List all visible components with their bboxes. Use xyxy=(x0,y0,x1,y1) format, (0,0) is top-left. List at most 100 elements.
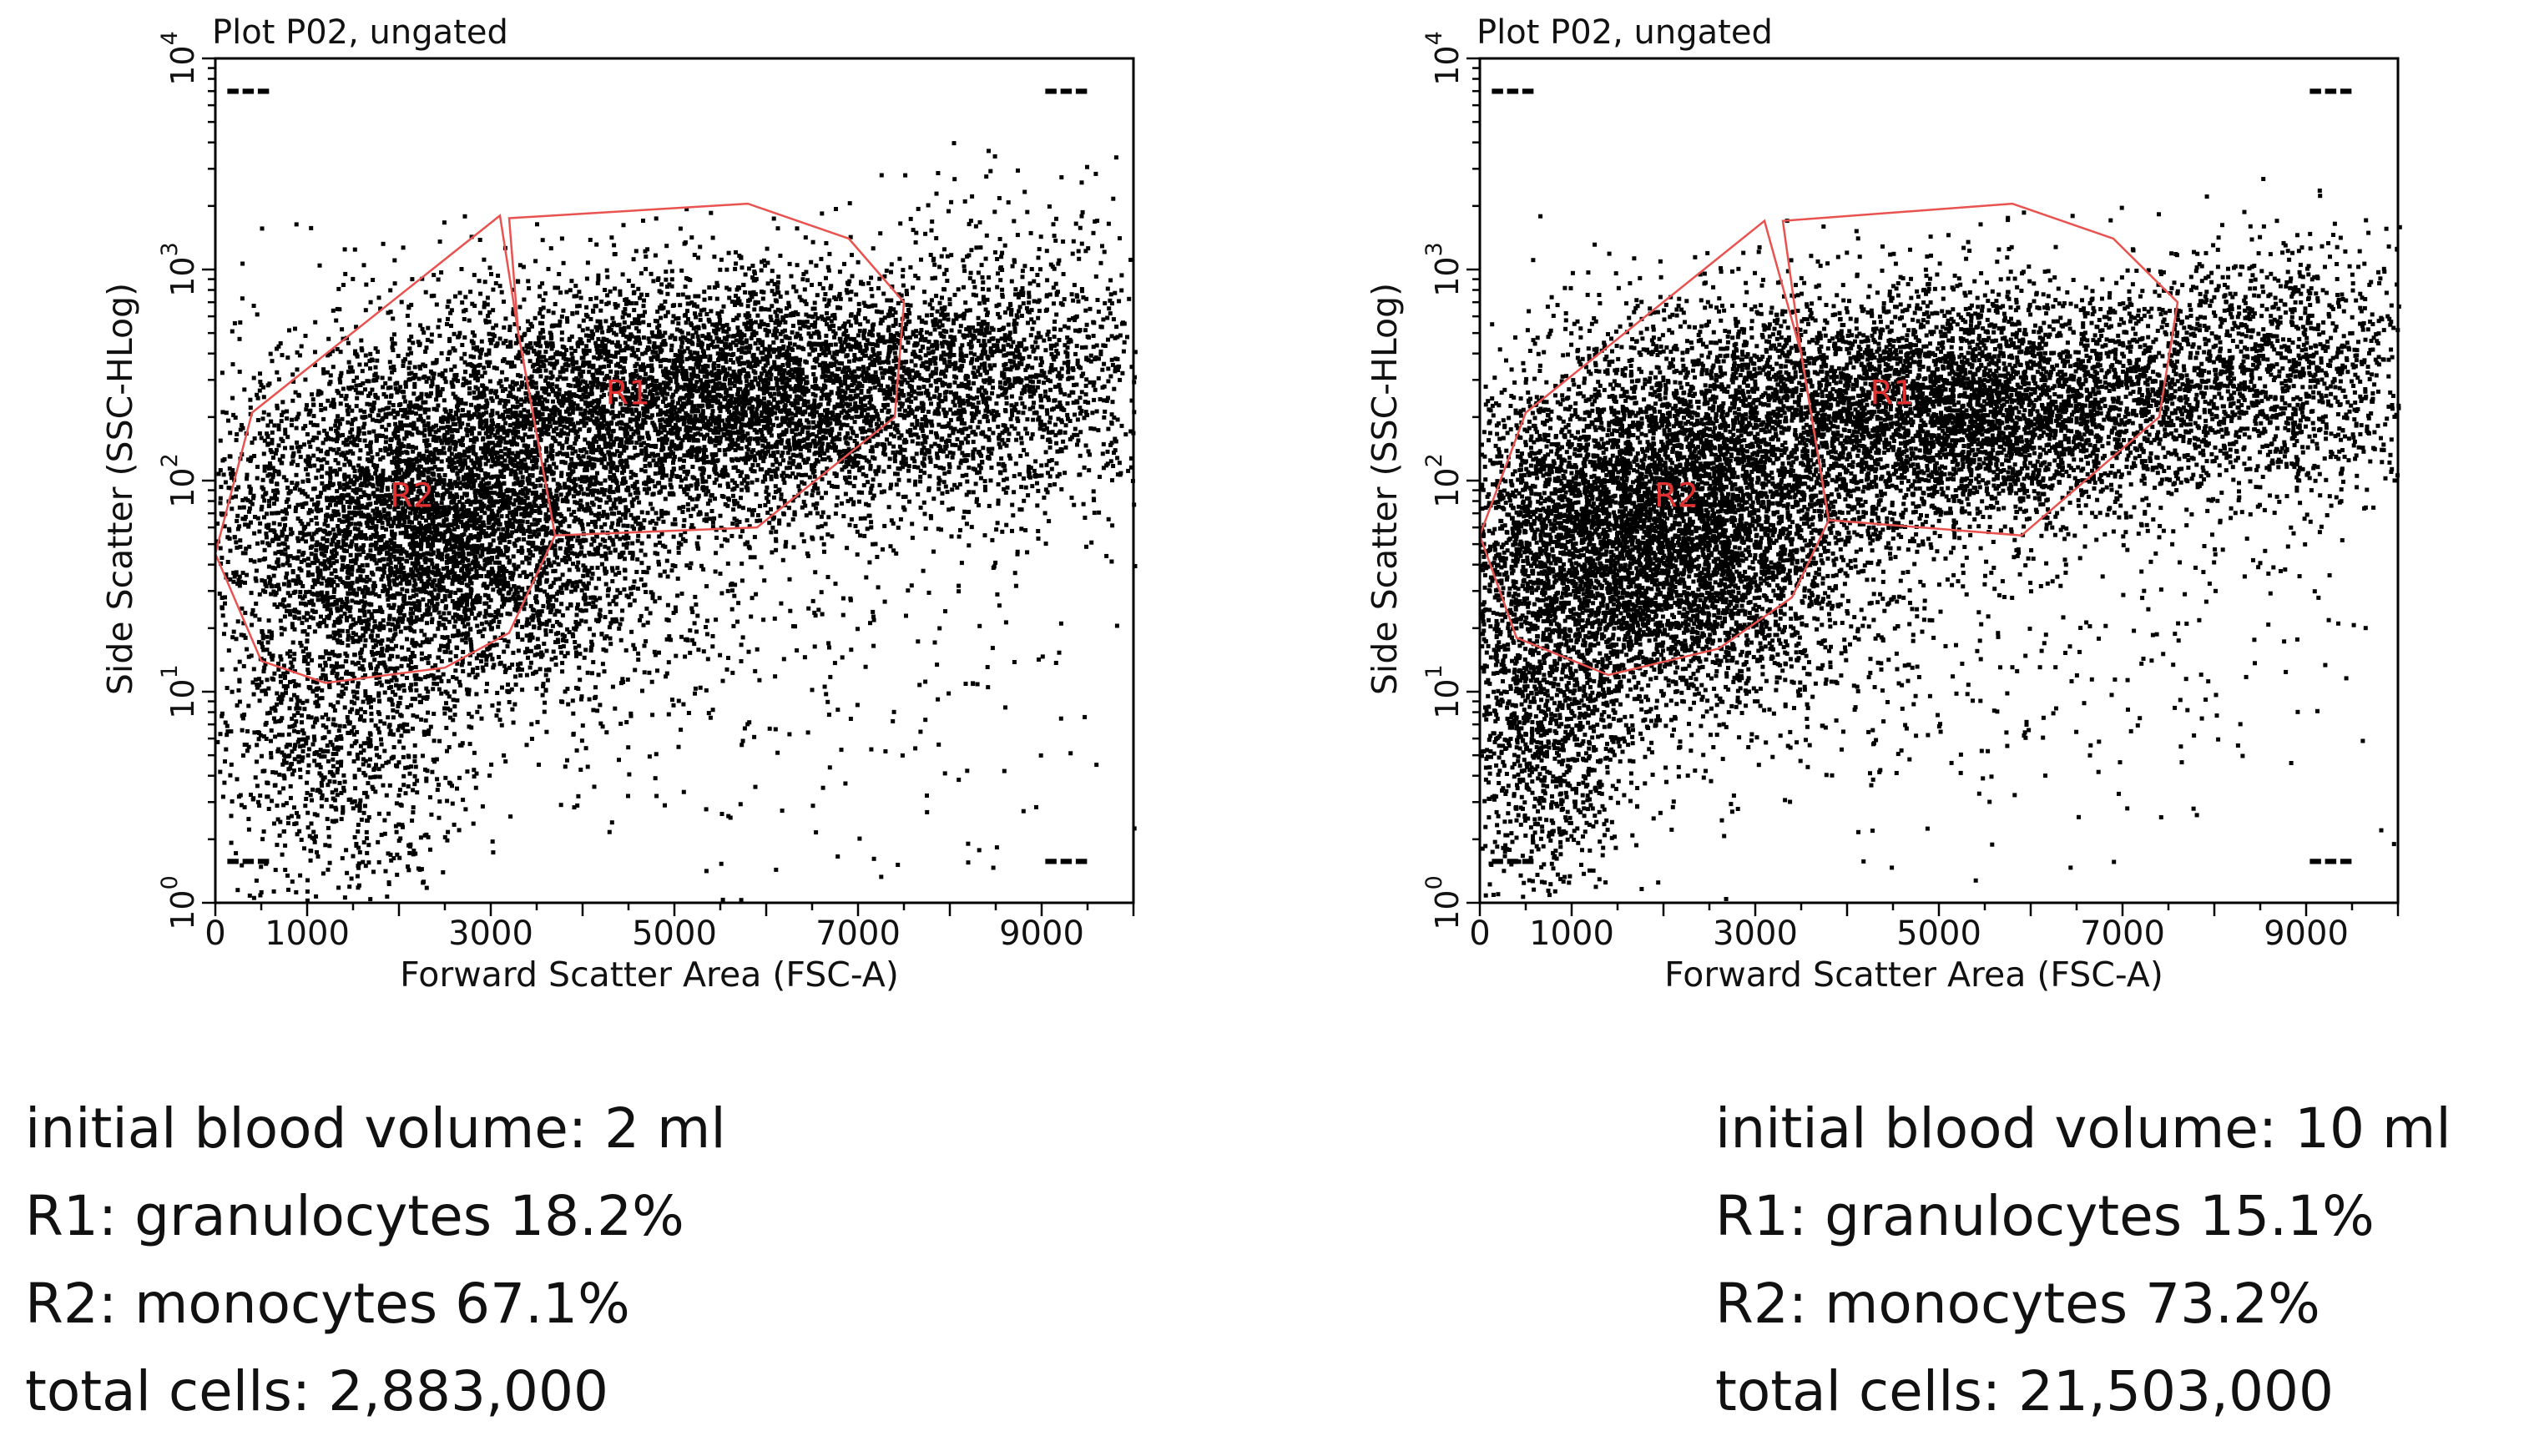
event-dot xyxy=(261,410,266,415)
event-dot xyxy=(332,547,337,552)
event-dot xyxy=(326,336,331,341)
event-dot xyxy=(421,362,426,367)
event-dot xyxy=(455,525,460,530)
event-dot xyxy=(357,577,362,582)
event-dot xyxy=(781,657,786,662)
event-dot xyxy=(300,502,305,507)
event-dot xyxy=(326,749,331,753)
event-dot xyxy=(657,650,661,655)
event-dot xyxy=(484,547,488,552)
event-dot xyxy=(327,779,332,783)
event-dot xyxy=(455,471,460,476)
event-dot xyxy=(351,481,356,486)
event-dot xyxy=(364,282,369,287)
event-dot xyxy=(374,467,379,472)
event-dot xyxy=(475,709,480,714)
event-dot xyxy=(401,475,406,480)
event-dot xyxy=(366,393,371,398)
event-dot xyxy=(442,611,447,616)
event-dot xyxy=(378,473,383,478)
event-dot xyxy=(432,472,437,477)
event-dot xyxy=(476,598,481,603)
event-dot xyxy=(525,617,530,622)
event-dot xyxy=(377,497,382,502)
event-dot xyxy=(423,400,428,405)
event-dot xyxy=(545,469,549,474)
event-dot xyxy=(563,550,568,555)
event-dot xyxy=(496,526,501,532)
event-dot xyxy=(475,512,479,516)
event-dot xyxy=(419,532,423,537)
event-dot xyxy=(422,493,427,498)
event-dot xyxy=(502,429,507,434)
event-dot xyxy=(281,582,286,587)
event-dot xyxy=(376,494,381,499)
event-dot xyxy=(569,551,574,556)
event-dot xyxy=(335,608,340,613)
event-dot xyxy=(527,622,532,626)
event-dot xyxy=(345,518,350,523)
event-dot xyxy=(220,556,225,560)
event-dot xyxy=(401,597,406,602)
event-dot xyxy=(545,678,550,683)
event-dot xyxy=(442,520,447,525)
event-dot xyxy=(433,526,438,531)
event-dot xyxy=(388,666,393,671)
event-dot xyxy=(347,530,352,535)
event-dot xyxy=(553,655,558,660)
event-dot xyxy=(544,406,548,411)
event-dot xyxy=(219,562,224,566)
event-dot xyxy=(610,538,615,543)
event-dot xyxy=(487,520,492,524)
event-dot xyxy=(482,601,487,606)
event-dot xyxy=(558,577,563,582)
event-dot xyxy=(664,558,669,563)
event-dot xyxy=(405,314,410,318)
event-dot xyxy=(495,584,500,588)
event-dot xyxy=(338,577,343,582)
event-dot xyxy=(511,491,516,496)
event-dot xyxy=(460,549,465,554)
event-dot xyxy=(534,686,539,691)
event-dot xyxy=(565,651,570,656)
event-dot xyxy=(446,356,450,361)
event-dot xyxy=(357,552,362,557)
event-dot xyxy=(474,656,479,661)
event-dot xyxy=(499,514,504,519)
event-dot xyxy=(265,647,270,652)
event-dot xyxy=(437,476,442,481)
event-dot xyxy=(482,483,487,488)
event-dot xyxy=(360,468,365,473)
event-dot xyxy=(533,401,538,406)
event-dot xyxy=(479,481,484,486)
event-dot xyxy=(322,567,327,572)
event-dot xyxy=(540,238,545,243)
event-dot xyxy=(397,460,402,465)
event-dot xyxy=(545,526,550,531)
event-dot xyxy=(399,480,404,485)
event-dot xyxy=(378,567,383,572)
event-dot xyxy=(391,554,396,559)
event-dot xyxy=(275,403,280,408)
event-dot xyxy=(553,551,558,556)
event-dot xyxy=(381,407,386,412)
event-dot xyxy=(434,597,439,602)
event-dot xyxy=(275,346,279,351)
event-dot xyxy=(530,737,534,741)
event-dot xyxy=(451,422,456,426)
event-dot xyxy=(663,544,668,549)
event-dot xyxy=(678,506,682,511)
event-dot xyxy=(426,579,431,584)
event-dot xyxy=(360,481,365,486)
event-dot xyxy=(265,523,269,528)
event-dot xyxy=(285,591,290,596)
event-dot xyxy=(224,411,229,416)
event-dot xyxy=(451,675,456,679)
event-dot xyxy=(507,510,512,515)
event-dot xyxy=(452,550,457,555)
event-dot xyxy=(301,426,305,431)
event-dot xyxy=(386,637,391,642)
event-dot xyxy=(638,526,643,532)
event-dot xyxy=(562,634,567,638)
event-dot xyxy=(577,507,582,512)
